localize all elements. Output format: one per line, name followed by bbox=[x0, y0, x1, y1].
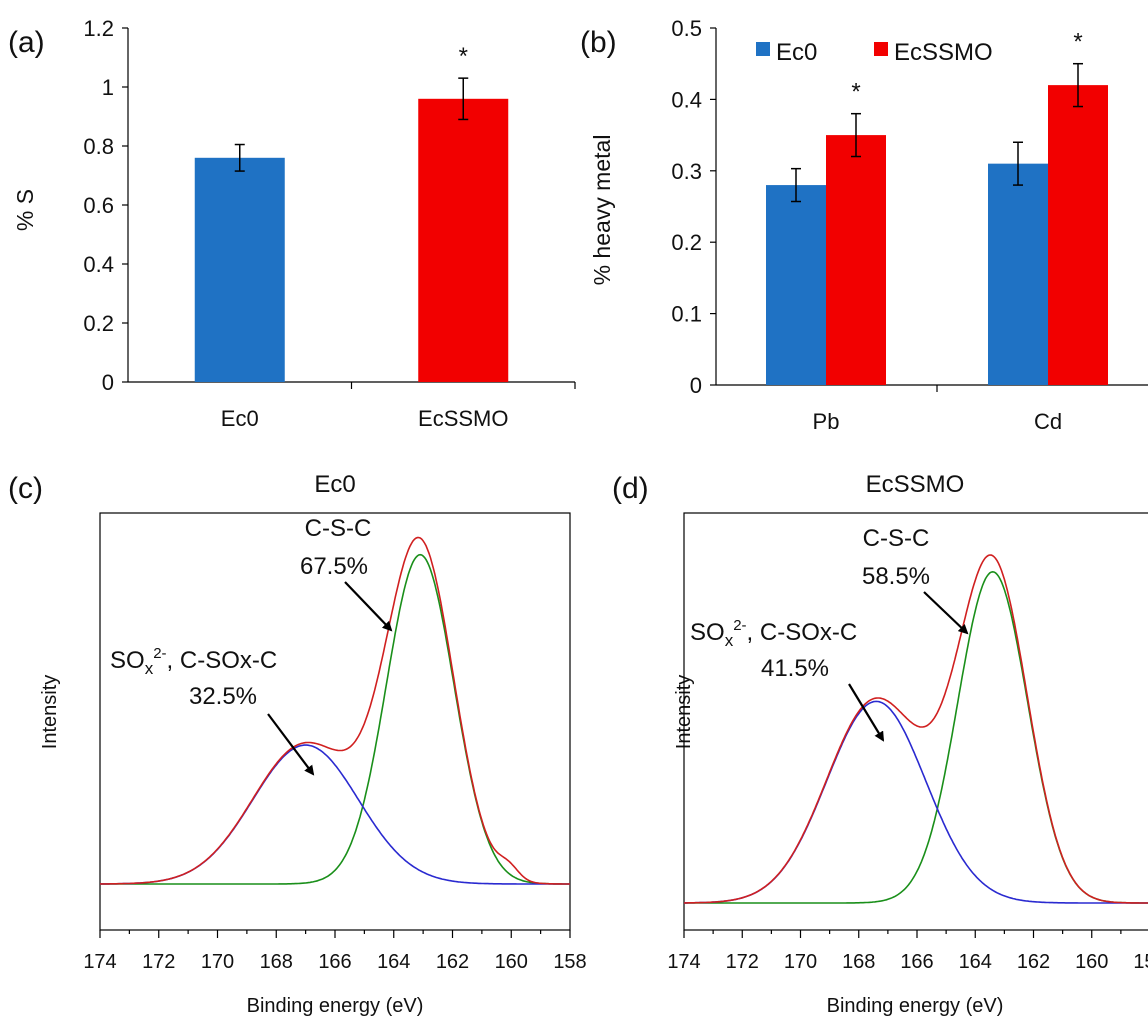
x-tick-label: 168 bbox=[842, 951, 875, 973]
panel-c-title: Ec0 bbox=[314, 471, 355, 498]
y-tick-label: 0.2 bbox=[671, 230, 702, 255]
legend-ecssmo-label: EcSSMO bbox=[894, 39, 993, 66]
x-tick-label: 170 bbox=[784, 951, 817, 973]
annotation-arrow bbox=[267, 713, 315, 776]
panel-d-csc-label: C-S-C bbox=[863, 525, 930, 552]
panel-c-csc-percent: 67.5% bbox=[300, 553, 368, 580]
panel-a: (a) % S 0 0.2 0.4 0.6 0.8 1 1.2 Ec0 * EcSSMO bbox=[8, 16, 576, 431]
panel-c-sox-percent: 32.5% bbox=[189, 683, 257, 710]
legend-ecssmo-swatch bbox=[874, 42, 888, 56]
legend-ec0-swatch bbox=[756, 42, 770, 56]
envelope-curve bbox=[684, 554, 1148, 904]
x-tick-label: Pb bbox=[813, 409, 840, 434]
fit-curve-csc bbox=[100, 553, 570, 885]
panel-d-xlabel: Binding energy (eV) bbox=[827, 995, 1004, 1017]
panel-c-plot: 174 172 170 168 166 164 162 160 158 bbox=[83, 512, 587, 973]
bar-pb-ecssmo bbox=[826, 135, 886, 385]
y-tick-label: 1 bbox=[102, 75, 114, 100]
y-tick-label: 0.2 bbox=[83, 311, 114, 336]
x-tick-label: 162 bbox=[1017, 951, 1050, 973]
panel-d: (d) EcSSMO Intensity Binding energy (eV)… bbox=[612, 471, 1148, 1017]
x-tick-label: 166 bbox=[318, 951, 351, 973]
x-tick-label: 158 bbox=[1133, 951, 1148, 973]
panel-d-sox-label: SOx2-, C-SOx-C bbox=[690, 617, 857, 650]
annotation-arrow bbox=[923, 591, 969, 635]
x-tick-label: Ec0 bbox=[221, 406, 259, 431]
bar-ec0 bbox=[194, 157, 285, 382]
x-tick-label: 172 bbox=[726, 951, 759, 973]
panel-b-label: (b) bbox=[580, 26, 617, 59]
significance-star: * bbox=[1073, 29, 1082, 56]
x-tick-label: 172 bbox=[142, 951, 175, 973]
panel-a-plot: 0 0.2 0.4 0.6 0.8 1 1.2 Ec0 * EcSSMO bbox=[83, 16, 576, 431]
x-tick-label: 168 bbox=[260, 951, 293, 973]
panel-b: (b) % heavy metal Ec0 EcSSMO 00.10.20.30… bbox=[580, 16, 1148, 434]
panel-a-ylabel: % S bbox=[12, 189, 38, 231]
envelope-curve bbox=[100, 536, 570, 885]
y-tick-label: 0.4 bbox=[671, 87, 702, 112]
panel-b-plot: 0 0.1 0.2 0.3 0.4 0.5 * Pb * Cd bbox=[671, 16, 1148, 434]
x-tick-label: 174 bbox=[83, 951, 116, 973]
y-tick-label: 0 bbox=[102, 370, 114, 395]
x-tick-label: 174 bbox=[667, 951, 700, 973]
annotation-arrow bbox=[344, 581, 393, 632]
panel-c-label: (c) bbox=[8, 472, 43, 505]
significance-star: * bbox=[459, 43, 468, 70]
significance-star: * bbox=[851, 79, 860, 106]
panel-a-label: (a) bbox=[8, 26, 45, 59]
panel-d-plot: 174 172 170 168 166 164 162 160 158 bbox=[667, 512, 1148, 973]
bar-pb-ec0 bbox=[766, 185, 826, 385]
bar-ecssmo bbox=[418, 98, 509, 383]
x-tick-label: 164 bbox=[959, 951, 992, 973]
y-tick-label: 0.3 bbox=[671, 159, 702, 184]
y-tick-label: 0.1 bbox=[671, 302, 702, 327]
panel-c-sox-label: SOx2-, C-SOx-C bbox=[110, 645, 277, 678]
x-tick-label: 158 bbox=[553, 951, 586, 973]
x-tick-label: Cd bbox=[1034, 409, 1062, 434]
y-tick-label: 0.8 bbox=[83, 134, 114, 159]
panel-c-csc-label: C-S-C bbox=[305, 515, 372, 542]
x-tick-label: 160 bbox=[1075, 951, 1108, 973]
x-tick-label: 160 bbox=[495, 951, 528, 973]
annotation-arrow bbox=[848, 683, 885, 742]
panel-d-label: (d) bbox=[612, 472, 649, 505]
x-tick-label: 162 bbox=[436, 951, 469, 973]
panel-c-ylabel: Intensity bbox=[39, 675, 61, 749]
x-tick-label: EcSSMO bbox=[418, 406, 508, 431]
panel-b-ylabel: % heavy metal bbox=[589, 135, 615, 286]
y-tick-label: 0.4 bbox=[83, 252, 114, 277]
legend-ec0-label: Ec0 bbox=[776, 39, 817, 66]
y-tick-label: 0 bbox=[690, 373, 702, 398]
panel-c: (c) Ec0 Intensity Binding energy (eV) C-… bbox=[8, 471, 587, 1017]
y-tick-label: 1.2 bbox=[83, 16, 114, 41]
y-tick-label: 0.6 bbox=[83, 193, 114, 218]
panel-c-xlabel: Binding energy (eV) bbox=[247, 995, 424, 1017]
bar-cd-ec0 bbox=[988, 163, 1048, 385]
x-tick-label: 170 bbox=[201, 951, 234, 973]
panel-d-sox-percent: 41.5% bbox=[761, 655, 829, 682]
panel-d-title: EcSSMO bbox=[866, 471, 965, 498]
y-tick-label: 0.5 bbox=[671, 16, 702, 41]
panel-b-legend: Ec0 EcSSMO bbox=[756, 39, 993, 66]
x-tick-label: 164 bbox=[377, 951, 410, 973]
bar-cd-ecssmo bbox=[1048, 85, 1108, 386]
panel-d-csc-percent: 58.5% bbox=[862, 563, 930, 590]
x-tick-label: 166 bbox=[900, 951, 933, 973]
